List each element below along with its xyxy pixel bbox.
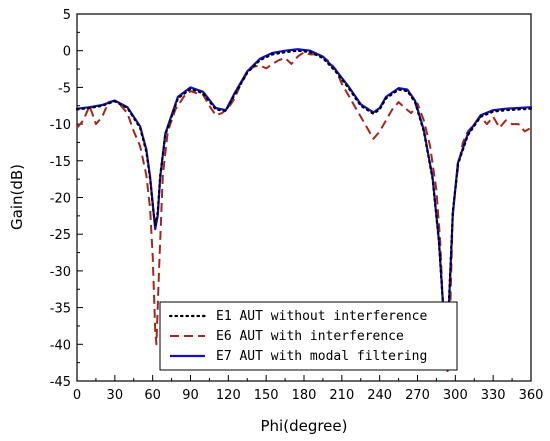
y-tick-label: 0: [63, 45, 71, 60]
y-tick-label: -15: [50, 155, 71, 170]
x-tick-label: 150: [254, 388, 279, 403]
legend-label-e6: E6 AUT with interference: [216, 329, 404, 344]
y-tick-label: -45: [50, 375, 71, 390]
y-tick-label: -25: [50, 228, 71, 243]
y-tick-label: 5: [63, 8, 71, 23]
x-tick-label: 180: [292, 388, 317, 403]
x-tick-label: 120: [216, 388, 241, 403]
y-tick-label: -40: [50, 338, 71, 353]
legend: E1 AUT without interference E6 AUT with …: [159, 301, 458, 371]
x-tick-label: 90: [182, 388, 199, 403]
series-line-e1: [75, 49, 533, 346]
y-tick-label: -5: [58, 81, 71, 96]
y-tick-label: -35: [50, 302, 71, 317]
x-tick-label: 300: [443, 388, 468, 403]
legend-label-e7: E7 AUT with modal filtering: [216, 349, 427, 364]
x-tick-label: 0: [73, 388, 81, 403]
legend-label-e1: E1 AUT without interference: [216, 309, 427, 324]
axis-ticks: 0 30 60 90 120 150 180 210 240 270 300 330 360 5 0 -5 -1…: [50, 8, 544, 403]
legend-box: [159, 301, 458, 371]
y-axis-title: Gain(dB): [8, 164, 26, 230]
y-tick-label: -20: [50, 192, 71, 207]
x-axis-title: Phi(degree): [261, 417, 348, 435]
x-tick-label: 210: [329, 388, 354, 403]
x-tick-label: 30: [107, 388, 124, 403]
y-tick-label: -10: [50, 118, 71, 133]
x-tick-label: 330: [481, 388, 506, 403]
y-tick-label: -30: [50, 265, 71, 280]
x-tick-label: 60: [144, 388, 161, 403]
x-tick-label: 360: [519, 388, 544, 403]
x-tick-label: 270: [405, 388, 430, 403]
x-tick-label: 240: [367, 388, 392, 403]
